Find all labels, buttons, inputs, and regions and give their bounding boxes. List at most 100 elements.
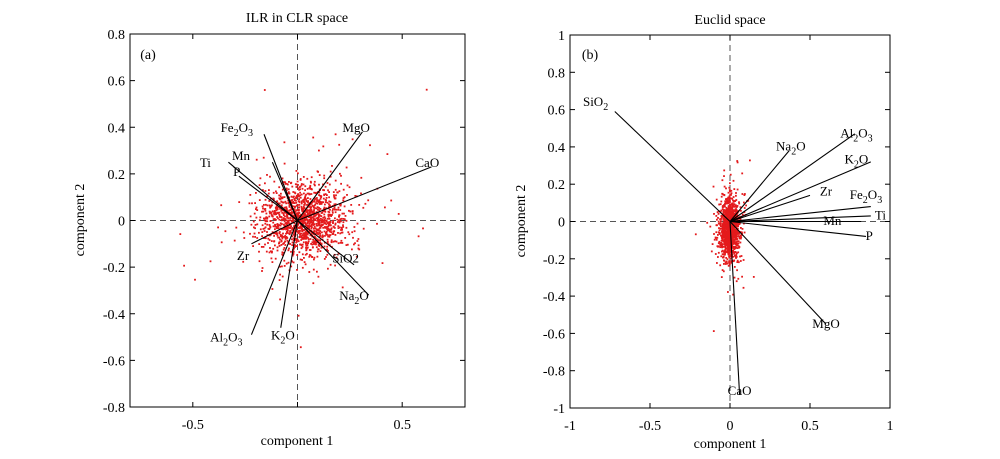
panel-a-scatter-point [292,261,295,264]
panel-a-scatter-point [309,221,311,224]
panel-b-scatter-point [729,218,732,221]
panel-b-scatter-point [725,228,728,231]
panel-a-scatter-point [264,222,267,225]
panel-a-scatter-point [252,235,254,238]
panel-a-scatter-point [316,197,318,199]
panel-a-scatter-point [273,213,276,215]
panel-a-scatter-point [314,219,317,221]
panel-a-scatter-point [322,183,324,186]
panel-b-scatter-point [736,269,738,272]
panel-a-scatter-point [295,213,298,216]
panel-a-scatter-point [311,243,314,246]
panel-a-scatter-point [284,235,287,237]
panel-b-vector-label-na2o: Na2O [776,139,806,158]
panel-b-scatter-point [721,179,724,182]
panel-a-scatter-point [301,222,303,225]
panel-a-scatter-point [335,256,338,259]
panel-a-y-tick-label: 0.8 [108,28,126,43]
panel-a-scatter-point [283,228,285,230]
panel-a-scatter-point [351,210,354,213]
panel-a-scatter-point [326,253,329,256]
panel-a-scatter-point [276,206,279,209]
panel-a-scatter-point [287,219,290,222]
panel-b-scatter-point [722,255,725,258]
panel-a-scatter-point [264,226,267,229]
panel-b-scatter-point [726,197,729,200]
panel-a-scatter-point [316,200,318,203]
panel-a-scatter-point [306,236,308,238]
panel-b-scatter-point [721,224,724,227]
panel-b-scatter-point [720,220,722,223]
panel-b-scatter-point [726,217,729,219]
panel-a-scatter-point [315,211,318,213]
panel-a-scatter-point [351,248,353,251]
panel-b-scatter-point [714,253,717,255]
panel-b-scatter-point [719,244,722,247]
panel-a-scatter-point [303,236,305,239]
panel-a-scatter-point [323,258,326,260]
panel-a-scatter-point [313,198,316,201]
panel-a-scatter-point [355,255,358,258]
panel-a-scatter-point [282,217,285,219]
panel-a-scatter-point [305,248,308,251]
panel-b-scatter-point [723,239,726,242]
panel-b-scatter-point [727,202,729,204]
panel-a-scatter-point [346,184,349,187]
panel-a-scatter-point [293,244,296,247]
panel-a-scatter-point [283,214,285,217]
panel-a-scatter-point [323,213,326,216]
panel-a-scatter-point [288,192,291,195]
panel-a-scatter-point [310,225,313,228]
panel-a-scatter-point [297,187,300,190]
panel-a-scatter-point [298,198,300,200]
panel-a-scatter-point [253,212,256,215]
panel-a-scatter-point [304,195,307,198]
panel-a-scatter-point [291,185,294,188]
panel-b-scatter-point [720,216,723,219]
panel-a-scatter-point [274,244,276,247]
panel-a-scatter-point [318,199,321,202]
panel-a-scatter-point [334,217,336,220]
panel-a-scatter-point [329,175,332,178]
panel-a-scatter-point [325,230,328,233]
panel-a-scatter-point [268,251,271,254]
panel-a-scatter-point [272,225,275,228]
panel-a-scatter-point [308,203,311,206]
panel-b-scatter-point [728,216,730,219]
panel-a-scatter-point [280,197,282,200]
panel-a-scatter-point [347,231,350,234]
panel-b-scatter-point [720,241,723,244]
panel-a-scatter-point [282,201,284,204]
panel-b-scatter-point [712,330,715,332]
panel-a-scatter-point [328,200,331,203]
panel-a-scatter-point [320,221,323,224]
panel-b-vector-fe2o3 [729,206,871,223]
panel-a-scatter-point [308,219,311,222]
panel-a-scatter-point [275,205,278,208]
panel-a-scatter-point [287,222,289,224]
panel-b-scatter-point [717,213,720,215]
panel-a-scatter-point [281,209,284,212]
panel-a-scatter-point [275,218,277,221]
panel-a-scatter-point [357,244,360,247]
panel-a-scatter-point [277,217,279,220]
panel-a-scatter-point [300,184,303,187]
panel-a-y-tick-label: -0.4 [103,308,125,323]
panel-a-scatter-point [283,162,286,165]
panel-b-scatter-point [733,229,735,231]
panel-b-scatter-point [716,211,719,213]
panel-b-scatter-point [738,237,741,240]
panel-a-scatter-point [323,221,325,224]
panel-b-scatter-point [723,209,726,211]
panel-a-scatter-point [292,239,295,242]
panel-a-scatter-point [328,211,331,214]
panel-a-scatter-point [323,220,325,223]
panel-a-scatter-point [300,213,302,216]
panel-a-scatter-point [351,138,354,141]
panel-a-scatter-point [258,231,260,234]
panel-b-scatter-point [741,193,744,195]
panel-b-scatter-point [716,218,718,221]
panel-b-y-tick-label: -1 [553,402,565,417]
panel-a-scatter-point [275,213,277,216]
panel-a-scatter-point [327,222,329,224]
